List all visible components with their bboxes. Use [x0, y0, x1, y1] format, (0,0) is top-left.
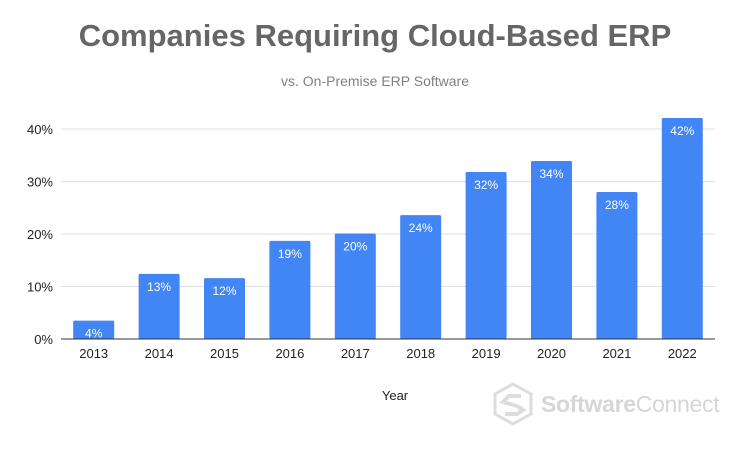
x-tick-label: 2016	[275, 346, 304, 361]
x-tick-label: 2014	[145, 346, 174, 361]
x-axis-label: Year	[381, 388, 409, 403]
data-label: 34%	[539, 167, 563, 181]
x-tick-label: 2019	[472, 346, 501, 361]
x-tick-label: 2021	[602, 346, 631, 361]
logo-text-software: Software	[541, 390, 636, 417]
hexagon-logo-icon	[493, 382, 533, 426]
x-tick-label: 2017	[341, 346, 370, 361]
data-label: 42%	[670, 124, 694, 138]
data-label: 20%	[343, 239, 367, 253]
bar-2018	[400, 215, 442, 339]
x-tick-label: 2022	[668, 346, 697, 361]
bar-2021	[596, 192, 638, 339]
softwareconnect-logo: SoftwareConnect	[493, 382, 720, 426]
bar-2016	[269, 240, 311, 339]
chart-title: Companies Requiring Cloud-Based ERP	[78, 18, 672, 53]
logo-text-connect: Connect	[635, 390, 720, 417]
y-tick-label: 0%	[34, 332, 53, 347]
data-label: 13%	[147, 280, 171, 294]
bar-2020	[531, 161, 572, 339]
data-label: 28%	[605, 198, 629, 212]
bar-2019	[465, 172, 507, 339]
x-tick-label: 2015	[210, 346, 239, 361]
chart-subtitle: vs. On-Premise ERP Software	[280, 73, 470, 89]
bar-2014	[138, 273, 180, 339]
data-label: 32%	[474, 178, 498, 192]
bar-2013	[73, 320, 115, 339]
bar-2022	[661, 117, 703, 339]
x-tick-label: 2018	[406, 346, 435, 361]
x-tick-label: 2013	[79, 346, 108, 361]
y-tick-label: 10%	[27, 280, 53, 295]
data-label: 4%	[85, 327, 103, 341]
bar-2015	[204, 278, 245, 339]
y-tick-label: 20%	[27, 227, 53, 242]
bar-2017	[334, 233, 376, 339]
data-label: 24%	[409, 221, 433, 235]
data-label: 12%	[212, 284, 236, 298]
data-label: 19%	[278, 247, 302, 261]
x-tick-label: 2020	[537, 346, 566, 361]
y-tick-label: 40%	[27, 122, 53, 137]
y-tick-label: 30%	[27, 175, 53, 190]
